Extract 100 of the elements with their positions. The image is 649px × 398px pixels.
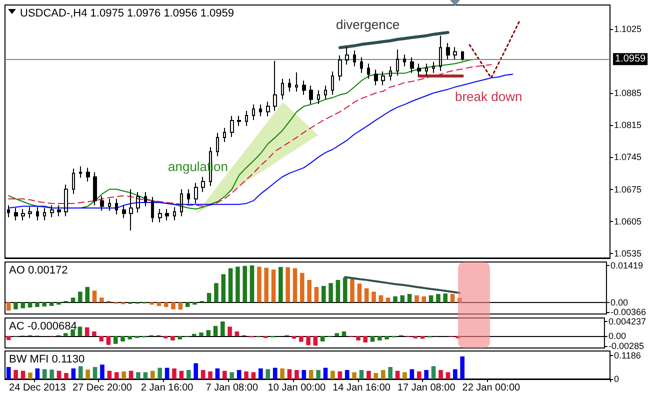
candlestick bbox=[461, 50, 464, 61]
bar bbox=[163, 336, 168, 338]
bar bbox=[42, 302, 47, 306]
bar bbox=[314, 286, 319, 302]
bar bbox=[128, 370, 134, 379]
bar bbox=[164, 368, 170, 379]
candlestick bbox=[108, 198, 111, 212]
bar bbox=[316, 370, 320, 379]
bar bbox=[272, 368, 278, 379]
bar bbox=[64, 373, 68, 379]
candlestick bbox=[295, 72, 298, 92]
bar bbox=[378, 295, 384, 302]
bar bbox=[244, 371, 248, 379]
bar bbox=[14, 302, 18, 310]
bar bbox=[20, 370, 26, 379]
bar bbox=[64, 333, 68, 336]
y-tick-label: 0 bbox=[614, 374, 620, 384]
bar bbox=[320, 336, 325, 342]
candlestick bbox=[353, 50, 356, 67]
candlestick bbox=[64, 184, 68, 217]
bar bbox=[170, 336, 175, 340]
bar bbox=[178, 336, 182, 340]
candlestick bbox=[425, 63, 428, 76]
bar bbox=[342, 331, 346, 336]
bar bbox=[321, 286, 326, 302]
candlestick bbox=[57, 204, 61, 217]
candlestick bbox=[201, 176, 205, 192]
bar bbox=[222, 370, 227, 379]
candlestick bbox=[36, 206, 39, 221]
bar bbox=[236, 266, 240, 302]
bar bbox=[300, 272, 304, 302]
bar bbox=[450, 294, 455, 302]
bar bbox=[364, 288, 369, 302]
y-tick-label: 1.0815 bbox=[614, 120, 642, 130]
candlestick bbox=[410, 56, 414, 74]
y-tick-label: -0.00285 bbox=[608, 340, 644, 351]
candlestick bbox=[14, 208, 18, 221]
bar bbox=[84, 327, 90, 336]
bar bbox=[306, 336, 310, 346]
y-tick-label: 1.1025 bbox=[614, 24, 642, 34]
bar bbox=[402, 372, 407, 379]
bar bbox=[192, 302, 197, 305]
bar bbox=[384, 336, 389, 340]
bar bbox=[70, 298, 76, 302]
candlestick bbox=[79, 166, 82, 178]
y-tick-label: 1.0885 bbox=[614, 88, 642, 98]
bar bbox=[71, 368, 76, 379]
bar bbox=[92, 367, 98, 379]
bar bbox=[250, 265, 254, 302]
candlestick bbox=[273, 60, 277, 112]
bar bbox=[128, 336, 132, 340]
bar bbox=[323, 368, 328, 379]
bar bbox=[357, 284, 362, 302]
bar bbox=[363, 336, 368, 342]
bar bbox=[330, 370, 335, 379]
candlestick bbox=[158, 208, 162, 223]
candlestick bbox=[86, 167, 90, 182]
bar bbox=[99, 336, 104, 342]
bar bbox=[56, 302, 61, 305]
candlestick bbox=[367, 63, 370, 80]
bar bbox=[28, 372, 32, 379]
line-series bbox=[468, 19, 521, 79]
bar bbox=[299, 336, 304, 342]
candlestick bbox=[281, 78, 284, 100]
candlestick bbox=[50, 204, 54, 218]
bar bbox=[206, 330, 211, 336]
bar bbox=[100, 298, 104, 302]
bar bbox=[200, 370, 206, 379]
candlestick bbox=[100, 196, 104, 212]
bar bbox=[400, 295, 405, 302]
bar bbox=[171, 302, 176, 310]
bar bbox=[431, 366, 436, 379]
x-tick-label: 10 Jan 00:00 bbox=[268, 382, 326, 394]
bar bbox=[92, 290, 97, 302]
bar bbox=[386, 298, 390, 302]
candlestick bbox=[21, 208, 25, 221]
bar bbox=[308, 370, 314, 379]
candlestick bbox=[403, 54, 406, 67]
bar bbox=[172, 368, 176, 379]
bar bbox=[113, 336, 118, 344]
bar bbox=[428, 295, 434, 302]
bar bbox=[336, 280, 340, 302]
bar bbox=[438, 370, 443, 379]
candlestick bbox=[446, 42, 450, 60]
x-tick-label: 27 Dec 20:00 bbox=[72, 382, 132, 394]
candlestick bbox=[360, 56, 363, 74]
line-series bbox=[344, 276, 461, 294]
bar bbox=[186, 370, 191, 379]
bar bbox=[446, 372, 450, 379]
bar bbox=[286, 267, 290, 302]
bar bbox=[6, 367, 11, 379]
bar bbox=[458, 298, 462, 302]
bar bbox=[410, 369, 414, 379]
candlestick bbox=[266, 101, 270, 117]
bar bbox=[258, 368, 263, 379]
bar bbox=[380, 370, 386, 379]
bar bbox=[28, 302, 32, 308]
candlestick bbox=[230, 115, 234, 138]
bar bbox=[456, 336, 460, 338]
bar bbox=[294, 370, 299, 379]
